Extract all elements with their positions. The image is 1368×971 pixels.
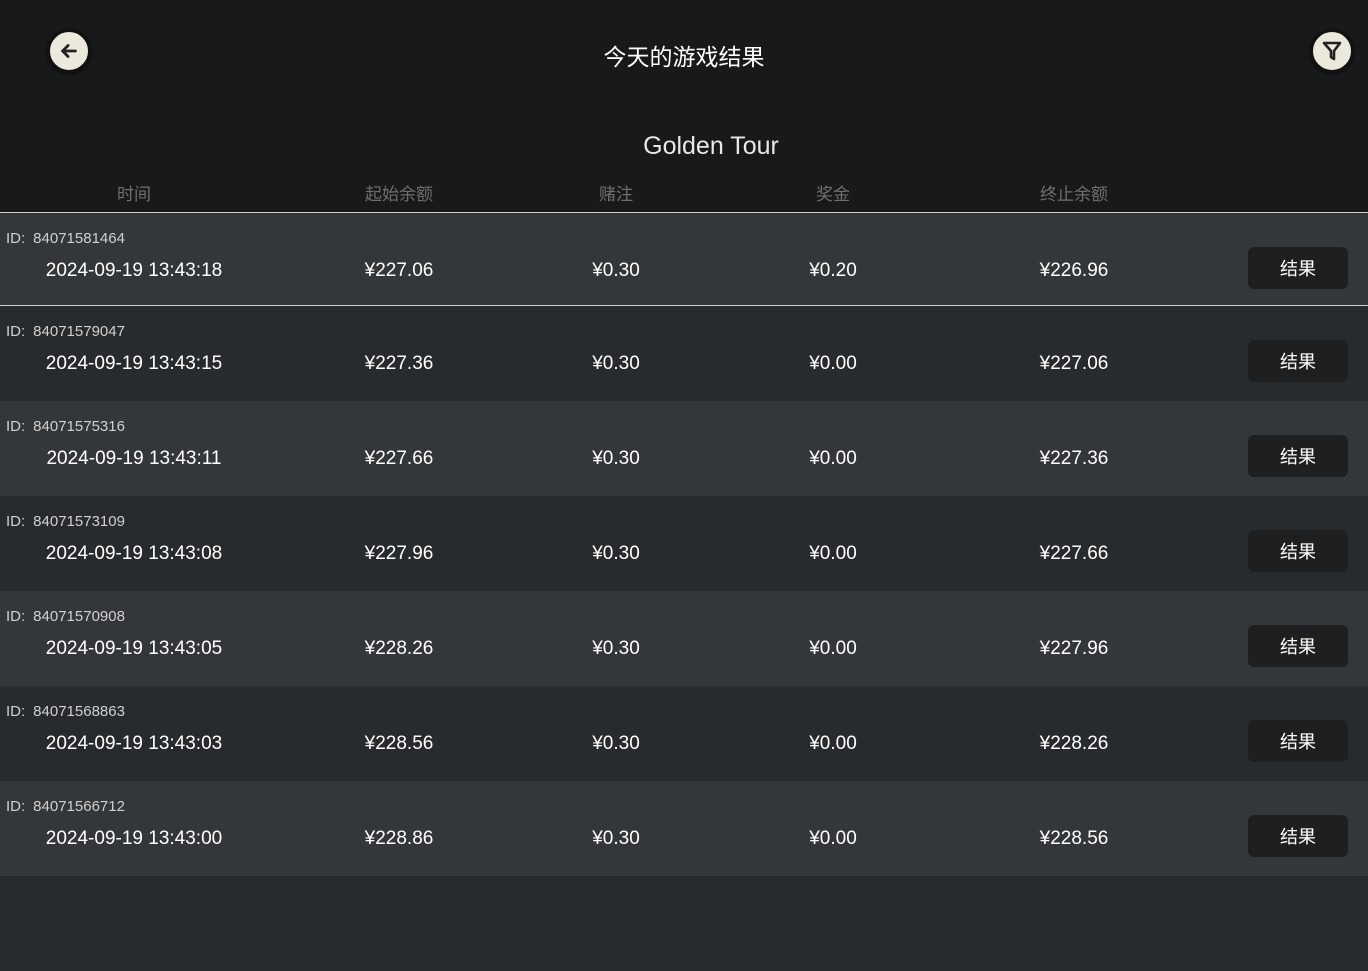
result-button[interactable]: 结果 [1248,340,1348,382]
time-cell: 2024-09-19 13:43:05 [45,638,223,659]
id-value: 84071566712 [33,798,125,815]
id-label: ID: [6,323,26,340]
time-cell: 2024-09-19 13:43:08 [45,543,223,564]
header: 今天的游戏结果 [0,0,1368,100]
result-button[interactable]: 结果 [1248,247,1348,289]
start-balance-cell: ¥227.66 [364,448,434,469]
id-value: 84071568863 [33,703,125,720]
game-name: Golden Tour [643,132,779,160]
win-cell: ¥0.00 [809,543,857,564]
id-label: ID: [6,703,26,720]
id-label: ID: [6,230,26,247]
column-bet: 赌注 [599,185,633,204]
filter-button[interactable] [1310,29,1354,73]
win-cell: ¥0.00 [809,733,857,754]
win-cell: ¥0.20 [809,260,857,281]
bet-cell: ¥0.30 [592,260,640,281]
result-button[interactable]: 结果 [1248,625,1348,667]
column-headers: 时间 起始余额 赌注 奖金 终止余额 [0,180,1368,204]
round-id: ID: 84071573109 [6,513,125,530]
start-balance-cell: ¥227.96 [364,543,434,564]
bet-cell: ¥0.30 [592,353,640,374]
end-balance-cell: ¥227.96 [1039,638,1109,659]
results-list: ID: 84071581464 2024-09-19 13:43:18 ¥227.… [0,212,1368,971]
win-cell: ¥0.00 [809,828,857,849]
arrow-left-icon [61,44,77,58]
column-start-balance: 起始余额 [365,185,433,204]
column-time: 时间 [117,185,151,204]
time-cell: 2024-09-19 13:43:00 [45,828,223,849]
table-row: ID: 84071581464 2024-09-19 13:43:18 ¥227.… [0,213,1368,306]
time-cell: 2024-09-19 13:43:18 [45,260,223,281]
round-id: ID: 84071581464 [6,230,125,247]
bet-cell: ¥0.30 [592,448,640,469]
page-title: 今天的游戏结果 [603,44,765,70]
bet-cell: ¥0.30 [592,543,640,564]
column-end-balance: 终止余额 [1040,185,1108,204]
back-button[interactable] [47,29,91,73]
start-balance-cell: ¥227.36 [364,353,434,374]
end-balance-cell: ¥227.66 [1039,543,1109,564]
round-id: ID: 84071566712 [6,798,125,815]
table-row: ID: 84071575316 2024-09-19 13:43:11 ¥227.… [0,401,1368,496]
id-label: ID: [6,608,26,625]
table-row [0,876,1368,971]
win-cell: ¥0.00 [809,638,857,659]
start-balance-cell: ¥228.26 [364,638,434,659]
id-label: ID: [6,418,26,435]
start-balance-cell: ¥228.86 [364,828,434,849]
table-row: ID: 84071570908 2024-09-19 13:43:05 ¥228.… [0,591,1368,686]
win-cell: ¥0.00 [809,353,857,374]
round-id: ID: 84071568863 [6,703,125,720]
id-value: 84071570908 [33,608,125,625]
id-value: 84071575316 [33,418,125,435]
start-balance-cell: ¥228.56 [364,733,434,754]
id-value: 84071581464 [33,230,125,247]
bet-cell: ¥0.30 [592,828,640,849]
end-balance-cell: ¥227.36 [1039,448,1109,469]
filter-icon [1322,41,1342,61]
column-win: 奖金 [816,185,850,204]
id-label: ID: [6,798,26,815]
table-row: ID: 84071568863 2024-09-19 13:43:03 ¥228.… [0,686,1368,781]
end-balance-cell: ¥228.56 [1039,828,1109,849]
round-id: ID: 84071575316 [6,418,125,435]
time-cell: 2024-09-19 13:43:15 [45,353,223,374]
end-balance-cell: ¥228.26 [1039,733,1109,754]
time-cell: 2024-09-19 13:43:11 [46,448,222,469]
id-value: 84071579047 [33,323,125,340]
table-row: ID: 84071573109 2024-09-19 13:43:08 ¥227.… [0,496,1368,591]
id-label: ID: [6,513,26,530]
time-cell: 2024-09-19 13:43:03 [45,733,223,754]
round-id: ID: 84071579047 [6,323,125,340]
end-balance-cell: ¥226.96 [1039,260,1109,281]
table-row: ID: 84071566712 2024-09-19 13:43:00 ¥228.… [0,781,1368,876]
bet-cell: ¥0.30 [592,733,640,754]
result-button[interactable]: 结果 [1248,435,1348,477]
result-button[interactable]: 结果 [1248,530,1348,572]
result-button[interactable]: 结果 [1248,815,1348,857]
table-row: ID: 84071579047 2024-09-19 13:43:15 ¥227.… [0,306,1368,401]
end-balance-cell: ¥227.06 [1039,353,1109,374]
result-button[interactable]: 结果 [1248,720,1348,762]
round-id: ID: 84071570908 [6,608,125,625]
win-cell: ¥0.00 [809,448,857,469]
bet-cell: ¥0.30 [592,638,640,659]
start-balance-cell: ¥227.06 [364,260,434,281]
id-value: 84071573109 [33,513,125,530]
